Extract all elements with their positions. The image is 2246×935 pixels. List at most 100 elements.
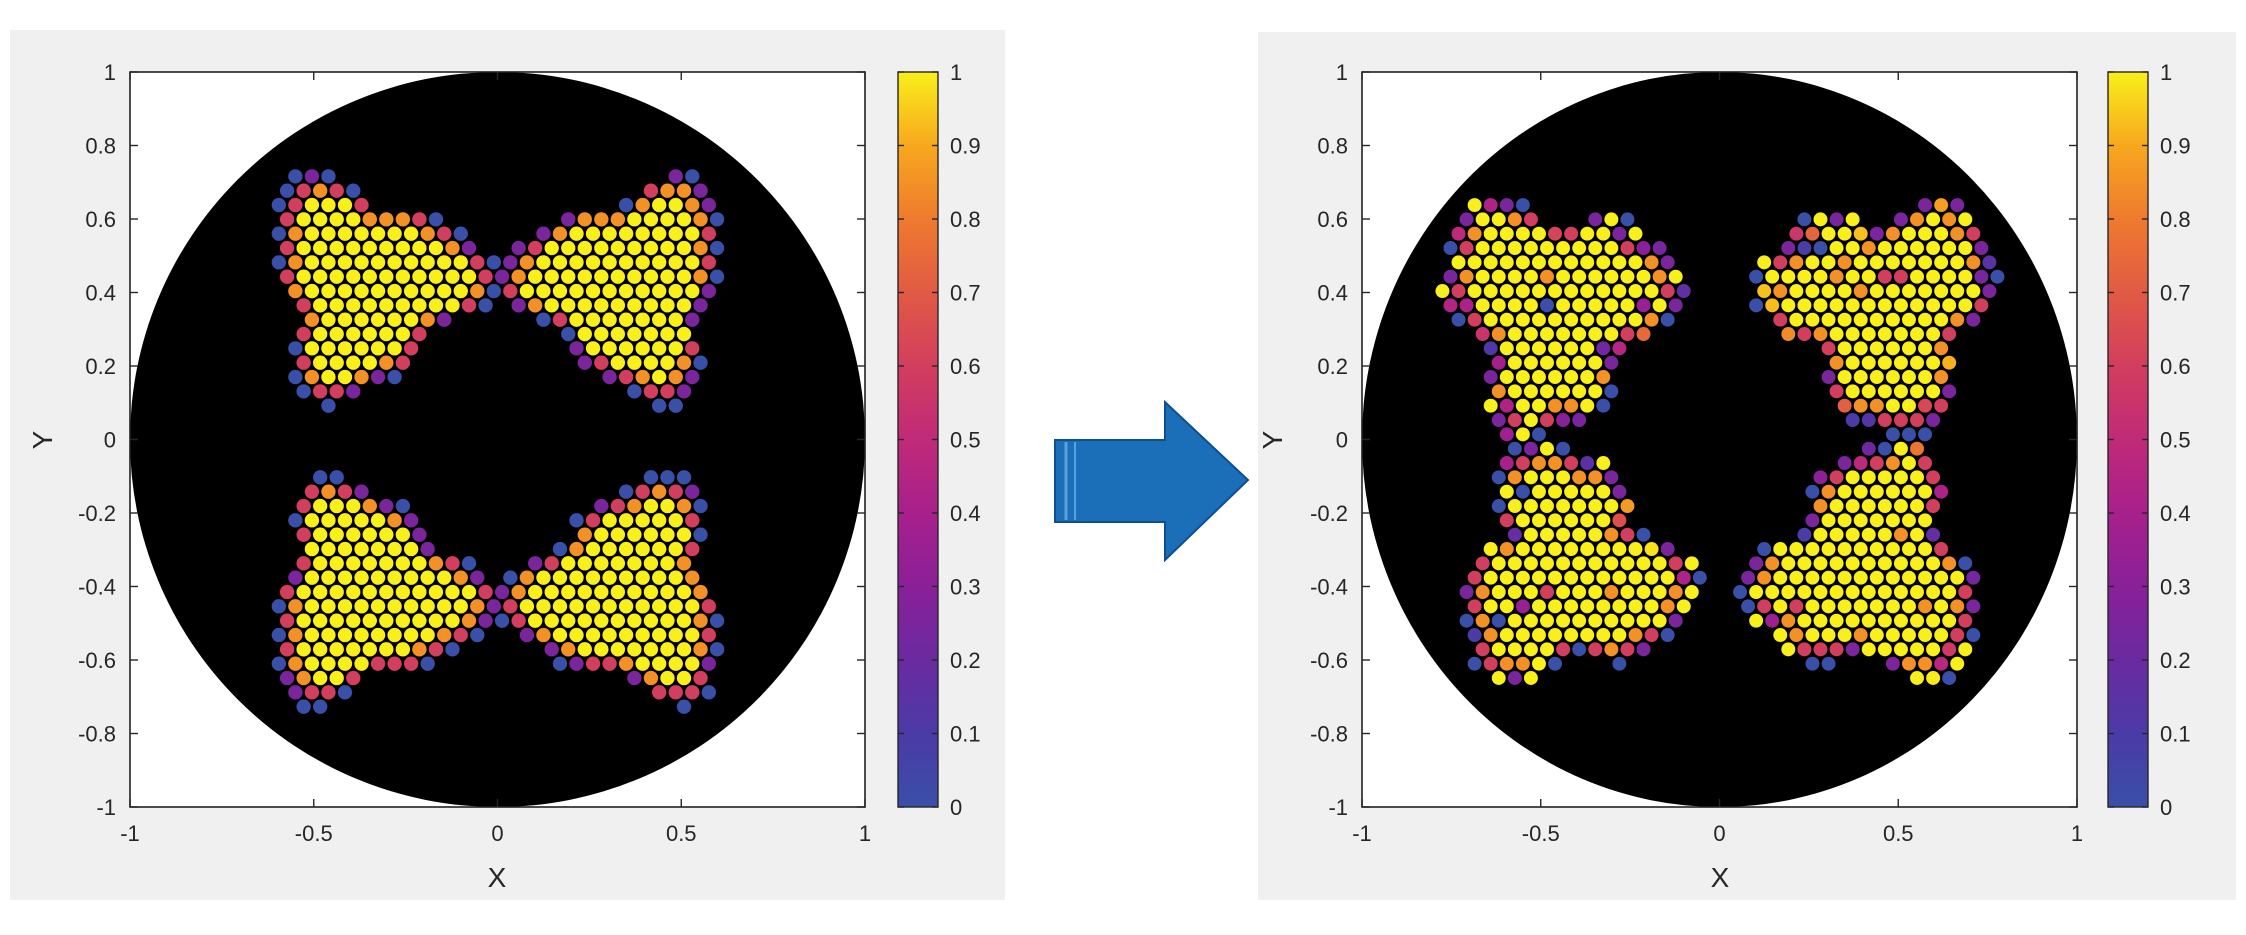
source-pixel <box>1660 312 1675 327</box>
source-pixel <box>643 470 659 485</box>
source-pixel <box>313 556 328 571</box>
source-pixel <box>1540 355 1554 370</box>
source-pixel <box>1443 269 1458 284</box>
source-pixel <box>1676 570 1691 585</box>
source-pixel <box>1741 570 1756 585</box>
source-pixel <box>370 570 386 585</box>
source-pixel <box>1580 513 1595 528</box>
source-pixel <box>585 570 601 585</box>
source-pixel <box>1467 226 1482 241</box>
source-pixel <box>296 240 311 256</box>
source-pixel <box>1540 327 1554 341</box>
source-pixel <box>1797 642 1812 657</box>
source-pixel <box>313 355 328 370</box>
source-pixel <box>387 513 402 528</box>
source-pixel <box>346 240 361 256</box>
source-pixel <box>676 326 692 342</box>
source-pixel <box>693 498 708 514</box>
source-pixel <box>610 527 626 542</box>
source-pixel <box>1523 413 1538 427</box>
colorbar-tick-label: 1 <box>2160 60 2172 85</box>
source-pixel <box>329 355 344 370</box>
source-pixel <box>1869 312 1884 327</box>
source-pixel <box>370 226 386 241</box>
source-pixel <box>313 269 328 284</box>
source-pixel <box>304 656 320 671</box>
source-pixel <box>1451 312 1466 327</box>
source-pixel <box>1821 341 1836 356</box>
source-pixel <box>1837 255 1852 270</box>
source-pixel <box>1556 384 1571 399</box>
source-pixel <box>652 513 667 528</box>
source-pixel <box>627 298 642 313</box>
source-pixel <box>420 255 435 270</box>
source-pixel <box>1837 284 1852 299</box>
source-pixel <box>1845 585 1860 599</box>
source-pixel <box>370 627 386 643</box>
source-pixel <box>594 355 609 370</box>
source-pixel <box>1596 570 1611 585</box>
source-pixel <box>1548 628 1563 642</box>
source-pixel <box>271 627 287 643</box>
source-pixel <box>1459 212 1474 227</box>
source-pixel <box>693 527 708 542</box>
source-pixel <box>709 269 725 284</box>
source-pixel <box>627 584 642 600</box>
source-pixel <box>1620 298 1635 313</box>
source-pixel <box>1620 527 1635 542</box>
left-pupil-plot <box>130 72 865 807</box>
source-pixel <box>1869 456 1884 470</box>
source-pixel <box>1910 355 1924 370</box>
source-pixel <box>1588 327 1603 341</box>
source-pixel <box>1797 327 1812 341</box>
source-pixel <box>668 398 683 413</box>
source-pixel <box>403 312 419 327</box>
source-pixel <box>1443 298 1458 313</box>
source-pixel <box>1869 513 1884 528</box>
source-pixel <box>346 613 361 628</box>
source-pixel <box>288 255 303 270</box>
source-pixel <box>1934 341 1949 356</box>
source-pixel <box>1636 642 1651 657</box>
y-tick-label: 0.8 <box>85 134 116 159</box>
source-pixel <box>362 584 377 600</box>
source-pixel <box>1781 298 1796 313</box>
source-pixel <box>313 670 328 686</box>
source-pixel <box>296 498 311 514</box>
source-pixel <box>602 570 617 585</box>
source-pixel <box>1950 198 1965 213</box>
source-pixel <box>1974 298 1989 313</box>
source-pixel <box>618 570 634 585</box>
source-pixel <box>594 269 609 284</box>
source-pixel <box>271 226 287 241</box>
source-pixel <box>1853 456 1868 470</box>
source-pixel <box>387 283 402 299</box>
y-tick-label: 0.2 <box>1317 354 1348 379</box>
source-pixel <box>1515 456 1530 470</box>
source-pixel <box>1765 556 1780 571</box>
y-tick-label: 0.2 <box>85 354 116 379</box>
source-pixel <box>577 240 592 256</box>
source-pixel <box>288 627 303 643</box>
source-pixel <box>1491 298 1506 313</box>
source-pixel <box>296 642 311 657</box>
source-pixel <box>362 556 377 571</box>
source-pixel <box>1885 542 1900 556</box>
source-pixel <box>610 326 626 342</box>
source-pixel <box>627 642 642 657</box>
source-pixel <box>354 541 369 557</box>
source-pixel <box>1797 269 1812 284</box>
source-pixel <box>1950 628 1965 642</box>
source-pixel <box>685 226 700 241</box>
source-pixel <box>313 613 328 628</box>
source-pixel <box>693 183 708 198</box>
source-pixel <box>1781 556 1796 571</box>
source-pixel <box>1596 599 1611 614</box>
source-pixel <box>1548 656 1563 671</box>
source-pixel <box>1861 355 1876 370</box>
source-pixel <box>370 541 386 557</box>
source-pixel <box>1644 284 1659 299</box>
source-pixel <box>1515 484 1530 499</box>
source-pixel <box>569 570 584 585</box>
source-pixel <box>1604 269 1619 284</box>
